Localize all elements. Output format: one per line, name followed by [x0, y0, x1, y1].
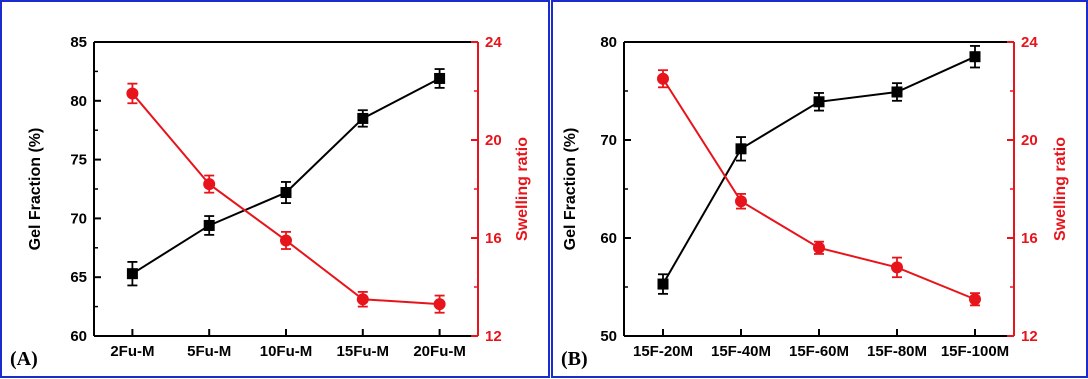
- y2-tick-label: 12: [485, 328, 502, 345]
- panel-label: (B): [561, 348, 588, 370]
- swelling-ratio-point: [735, 195, 747, 208]
- y2-tick-label: 20: [1021, 132, 1038, 149]
- x-tick-label: 2Fu-M: [110, 343, 154, 360]
- y-tick-label: 80: [70, 93, 87, 110]
- gel-fraction-point: [434, 72, 446, 84]
- x-tick-label: 5Fu-M: [187, 343, 231, 360]
- gel-fraction-point: [813, 96, 825, 108]
- x-tick-label: 15F-80M: [867, 343, 927, 360]
- y-tick-label: 75: [70, 152, 87, 169]
- y-tick-label: 85: [70, 34, 87, 51]
- y2-tick-label: 24: [1021, 34, 1038, 51]
- x-tick-label: 15F-100M: [941, 343, 1009, 360]
- swelling-ratio-point: [813, 241, 825, 254]
- y-axis-title: Gel Fraction (%): [562, 128, 579, 251]
- chart-panel-b: 50 60 70 80 12 16 20 24 15F-20M 15F-40M 15F-60M 15F…: [551, 0, 1088, 378]
- gel-fraction-point: [969, 51, 981, 63]
- swelling-ratio-point: [356, 293, 369, 306]
- chart-panel-a: 60 65 70 75 80 85 12 16 20 24 2Fu-M 5Fu-M 10Fu-M 15Fu…: [0, 0, 550, 378]
- gel-fraction-point: [735, 143, 747, 155]
- swelling-ratio-point: [433, 298, 446, 311]
- panel-label: (A): [10, 348, 38, 370]
- y2-axis-title: Swelling ratio: [1052, 137, 1069, 241]
- swelling-ratio-point: [126, 87, 139, 100]
- gel-fraction-point: [357, 112, 369, 124]
- gel-fraction-point: [280, 187, 292, 199]
- y2-tick-label: 12: [1021, 328, 1038, 345]
- y-tick-label: 60: [70, 328, 87, 345]
- swelling-ratio-point: [969, 293, 981, 306]
- y-tick-label: 65: [70, 269, 87, 286]
- x-tick-label: 20Fu-M: [413, 343, 466, 360]
- y2-axis-title: Swelling ratio: [514, 137, 531, 241]
- y-tick-label: 80: [600, 34, 617, 51]
- x-tick-label: 15F-40M: [711, 343, 771, 360]
- x-tick-label: 15F-60M: [789, 343, 849, 360]
- chart-b-svg: 50 60 70 80 12 16 20 24 15F-20M 15F-40M 15F-60M 15F…: [561, 34, 1069, 370]
- y-tick-label: 70: [600, 132, 617, 149]
- swelling-ratio-point: [891, 261, 903, 274]
- y2-tick-label: 16: [485, 230, 502, 247]
- swelling-ratio-line: [662, 78, 976, 301]
- gel-fraction-point: [203, 219, 215, 231]
- gel-fraction-point: [891, 86, 903, 98]
- y-tick-label: 50: [600, 328, 617, 345]
- swelling-ratio-point: [280, 234, 292, 247]
- swelling-ratio-point: [657, 72, 669, 85]
- y2-tick-label: 24: [485, 34, 502, 51]
- y-axis-title: Gel Fraction (%): [27, 128, 44, 251]
- y-tick-label: 60: [600, 230, 617, 247]
- y2-tick-label: 16: [1021, 230, 1038, 247]
- gel-fraction-point: [657, 278, 669, 290]
- y-tick-label: 70: [70, 210, 87, 227]
- y2-tick-label: 20: [485, 132, 502, 149]
- x-tick-label: 15F-20M: [633, 343, 693, 360]
- x-tick-label: 10Fu-M: [260, 343, 313, 360]
- swelling-ratio-point: [203, 178, 216, 191]
- x-tick-label: 15Fu-M: [337, 343, 390, 360]
- gel-fraction-point: [126, 268, 138, 280]
- chart-a-svg: 60 65 70 75 80 85 12 16 20 24 2Fu-M 5Fu-M 10Fu-M 15Fu…: [10, 34, 531, 370]
